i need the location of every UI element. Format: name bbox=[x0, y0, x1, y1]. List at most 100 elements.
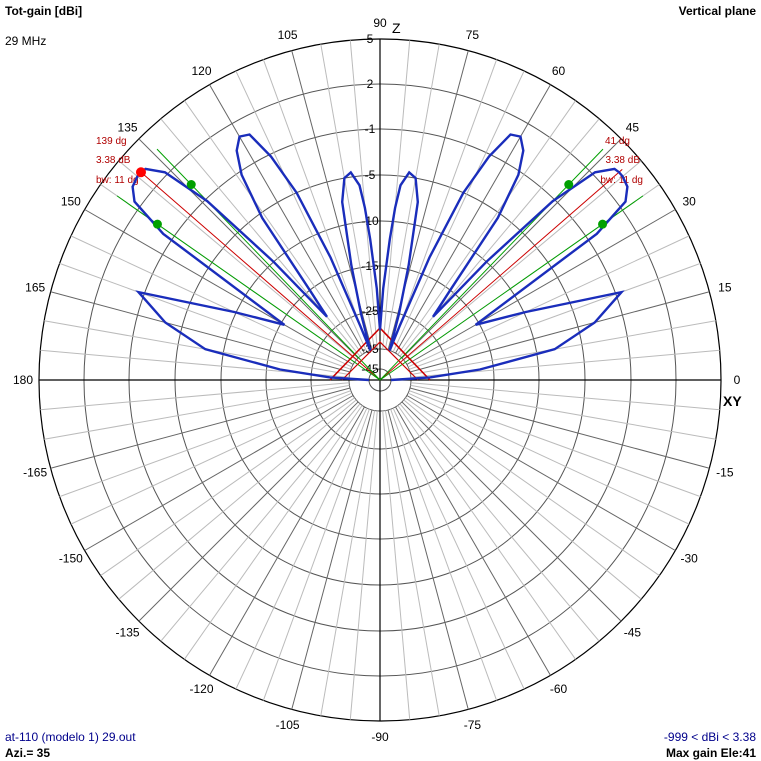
minor-spoke bbox=[59, 262, 352, 370]
minor-spoke bbox=[184, 405, 363, 660]
angle-label: -90 bbox=[371, 730, 389, 744]
minor-spoke bbox=[160, 403, 361, 642]
half-power-point bbox=[152, 219, 162, 229]
minor-spoke bbox=[382, 40, 411, 350]
minor-spoke bbox=[397, 100, 576, 355]
angle-label: 165 bbox=[25, 281, 45, 295]
major-spoke bbox=[138, 401, 359, 622]
angle-label: 30 bbox=[682, 195, 696, 209]
minor-spoke bbox=[262, 408, 370, 701]
major-spoke bbox=[138, 138, 359, 359]
frequency-label: 29 MHz bbox=[5, 34, 47, 48]
minor-spoke bbox=[70, 392, 353, 525]
minor-spoke bbox=[397, 405, 576, 660]
major-spoke bbox=[406, 395, 676, 551]
minor-spoke bbox=[390, 59, 498, 352]
angle-label: 90 bbox=[373, 16, 387, 30]
angle-label: -150 bbox=[59, 552, 83, 566]
minor-spoke bbox=[320, 44, 376, 350]
angle-label: 75 bbox=[466, 28, 480, 42]
minor-spoke bbox=[403, 399, 642, 600]
minor-spoke bbox=[399, 403, 600, 642]
major-spoke bbox=[84, 395, 354, 551]
major-spoke bbox=[409, 291, 710, 373]
gain-range-label: -999 < dBi < 3.38 bbox=[663, 730, 756, 744]
angle-label: -75 bbox=[464, 718, 482, 732]
gain-ring-label: -25 bbox=[361, 304, 379, 318]
angle-label: -30 bbox=[680, 552, 698, 566]
angle-label: 45 bbox=[626, 121, 640, 135]
minor-spoke bbox=[408, 390, 701, 498]
angle-label: -60 bbox=[550, 682, 568, 696]
gain-ring-label: -1 bbox=[365, 122, 376, 136]
minor-spoke bbox=[410, 384, 716, 440]
major-spoke bbox=[50, 387, 351, 469]
minor-spoke bbox=[262, 59, 370, 352]
minor-spoke bbox=[403, 160, 642, 361]
major-spoke bbox=[291, 409, 373, 710]
major-spoke bbox=[395, 84, 551, 354]
max-gain-label: Max gain Ele:41 bbox=[665, 746, 756, 760]
max-gain-line bbox=[137, 169, 381, 381]
minor-spoke bbox=[410, 382, 720, 411]
major-spoke bbox=[395, 406, 551, 676]
angle-label: 105 bbox=[278, 28, 298, 42]
minor-spoke bbox=[235, 70, 368, 353]
gain-ring-label: -10 bbox=[361, 214, 379, 228]
gain-ring-label: -5 bbox=[365, 168, 376, 182]
polar-grid bbox=[38, 38, 722, 722]
minor-spoke bbox=[118, 399, 357, 600]
major-spoke bbox=[406, 209, 676, 365]
max-gain-line bbox=[379, 169, 623, 381]
z-axis-label: Z bbox=[392, 20, 401, 36]
minor-spoke bbox=[118, 160, 357, 361]
angle-label: 180 bbox=[13, 373, 33, 387]
half-power-point bbox=[186, 180, 196, 190]
minor-spoke bbox=[390, 408, 498, 701]
minor-spoke bbox=[320, 410, 376, 716]
minor-spoke bbox=[235, 407, 368, 690]
major-spoke bbox=[387, 409, 469, 710]
major-spoke bbox=[409, 387, 710, 469]
major-spoke bbox=[209, 406, 365, 676]
angle-label: -135 bbox=[116, 625, 140, 639]
gain-ring-label: 2 bbox=[367, 77, 374, 91]
minor-spoke bbox=[405, 397, 660, 576]
angle-label: -45 bbox=[624, 625, 642, 639]
minor-spoke bbox=[160, 118, 361, 357]
minor-spoke bbox=[40, 382, 350, 411]
angle-label: 120 bbox=[191, 64, 211, 78]
right-bw-annotation: bw: 11 dg bbox=[600, 175, 643, 186]
minor-spoke bbox=[349, 410, 378, 720]
half-power-point bbox=[598, 219, 608, 229]
xy-axis-label: XY bbox=[723, 393, 742, 409]
minor-spoke bbox=[349, 40, 378, 350]
triangle-inner bbox=[341, 341, 419, 381]
minor-spoke bbox=[44, 320, 350, 376]
minor-spoke bbox=[70, 235, 353, 368]
minor-spoke bbox=[407, 235, 690, 368]
angle-label: 150 bbox=[61, 195, 81, 209]
minor-spoke bbox=[399, 118, 600, 357]
gain-ring-label: -15 bbox=[361, 259, 379, 273]
right-gain-annotation: 3.38 dB bbox=[606, 155, 641, 166]
minor-spoke bbox=[384, 410, 440, 716]
chart-title: Tot-gain [dBi] bbox=[5, 4, 83, 18]
angle-label: 0 bbox=[734, 373, 741, 387]
major-spoke bbox=[50, 291, 351, 373]
angle-label: -120 bbox=[189, 682, 213, 696]
minor-spoke bbox=[407, 392, 690, 525]
minor-spoke bbox=[392, 407, 525, 690]
azimuth-label: Azi.= 35 bbox=[5, 746, 51, 760]
filename-label: at-110 (modelo 1) 29.out bbox=[5, 730, 136, 744]
minor-spoke bbox=[384, 44, 440, 350]
minor-spoke bbox=[100, 397, 355, 576]
minor-spoke bbox=[382, 410, 411, 720]
plane-label: Vertical plane bbox=[678, 4, 756, 18]
angle-label: 15 bbox=[718, 281, 732, 295]
gain-ring-label: 5 bbox=[367, 32, 374, 46]
angle-label: -15 bbox=[716, 465, 734, 479]
minor-spoke bbox=[59, 390, 352, 498]
major-spoke bbox=[209, 84, 365, 354]
